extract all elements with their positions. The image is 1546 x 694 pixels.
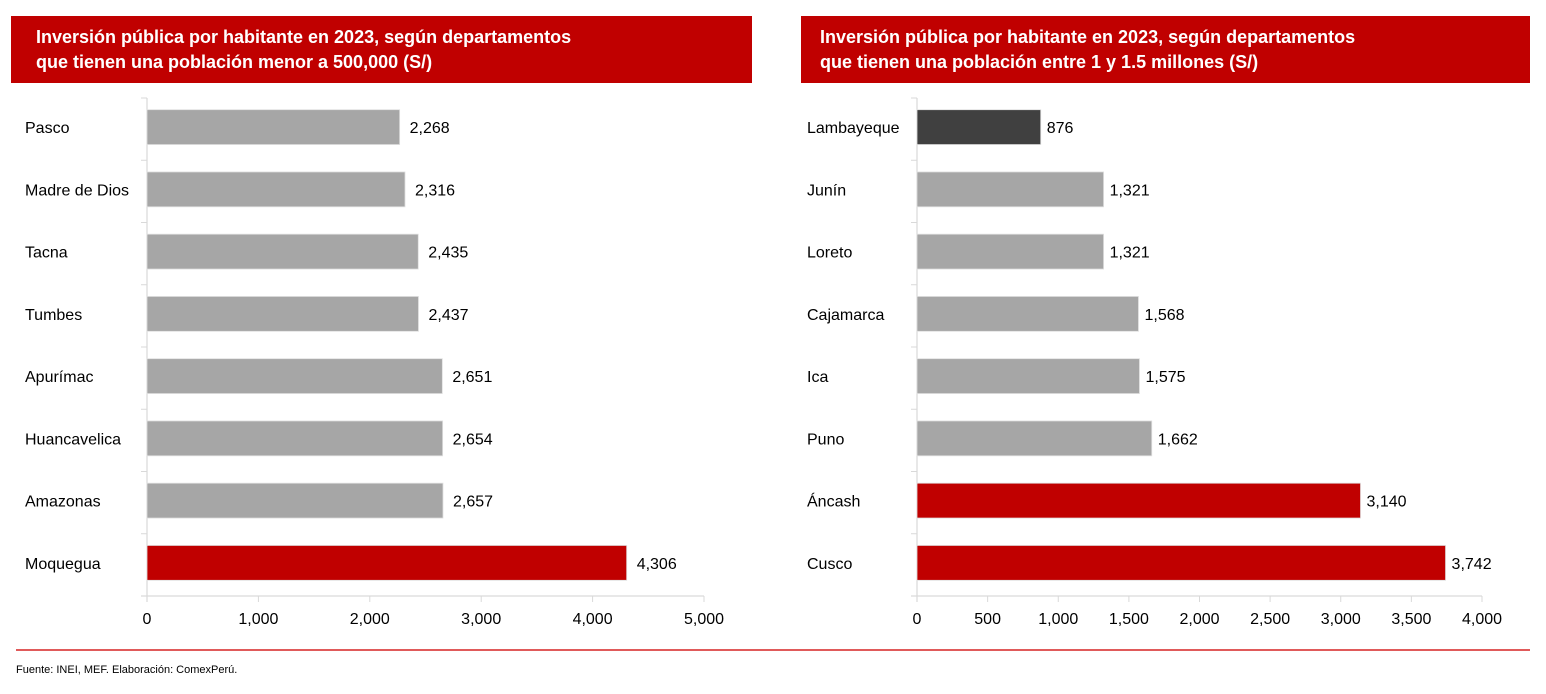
category-label: Moquegua — [25, 556, 101, 573]
category-label: Lambayeque — [807, 120, 900, 137]
x-tick-label: 1,500 — [1109, 611, 1149, 628]
bar — [916, 420, 1153, 457]
chart-title-banner-right: Inversión pública por habitante en 2023,… — [801, 16, 1530, 83]
data-label: 2,316 — [415, 182, 455, 199]
bar — [146, 296, 419, 332]
data-label: 2,435 — [428, 245, 468, 262]
x-tick-label: 2,000 — [350, 611, 390, 628]
data-label: 3,742 — [1452, 556, 1492, 573]
bar — [146, 545, 628, 581]
x-tick-label: 1,000 — [1038, 611, 1078, 628]
category-label: Pasco — [25, 120, 70, 137]
source-note: Fuente: INEI, MEF. Elaboración: ComexPer… — [16, 664, 238, 676]
category-label: Áncash — [807, 492, 860, 511]
bar — [916, 545, 1446, 581]
x-tick-label: 5,000 — [684, 611, 724, 628]
bar — [916, 109, 1042, 145]
x-tick-label: 500 — [974, 611, 1001, 628]
data-label: 1,321 — [1110, 182, 1150, 199]
x-tick-label: 3,000 — [1321, 611, 1361, 628]
bar — [916, 171, 1104, 208]
data-label: 1,568 — [1144, 307, 1184, 324]
footer-divider — [16, 649, 1530, 651]
chart-title-line: Inversión pública por habitante en 2023,… — [36, 27, 572, 47]
category-label: Junín — [807, 182, 846, 199]
bar — [916, 358, 1140, 394]
chart-title-line: que tienen una población entre 1 y 1.5 m… — [820, 52, 1259, 72]
x-tick-label: 4,000 — [1462, 611, 1502, 628]
x-tick-label: 2,000 — [1179, 611, 1219, 628]
category-label: Apurímac — [25, 369, 93, 386]
x-tick-label: 1,000 — [238, 611, 278, 628]
data-label: 876 — [1047, 120, 1074, 137]
x-tick-label: 3,500 — [1391, 611, 1431, 628]
data-label: 2,654 — [453, 431, 493, 448]
x-tick-label: 3,000 — [461, 611, 501, 628]
bar — [916, 482, 1361, 519]
x-tick-label: 0 — [913, 611, 922, 628]
category-label: Cusco — [807, 556, 852, 573]
x-tick-label: 2,500 — [1250, 611, 1290, 628]
bar — [146, 171, 406, 208]
bar — [146, 482, 444, 519]
category-label: Cajamarca — [807, 307, 884, 324]
category-label: Loreto — [807, 245, 852, 262]
data-label: 1,321 — [1110, 245, 1150, 262]
category-label: Puno — [807, 431, 844, 448]
category-label: Madre de Dios — [25, 182, 129, 199]
data-label: 2,657 — [453, 494, 493, 511]
category-label: Huancavelica — [25, 431, 121, 448]
data-label: 4,306 — [637, 556, 677, 573]
bar — [916, 296, 1139, 332]
bar — [146, 109, 401, 145]
x-tick-label: 4,000 — [573, 611, 613, 628]
category-label: Tacna — [25, 245, 68, 262]
data-label: 2,268 — [410, 120, 450, 137]
data-label: 1,575 — [1145, 369, 1185, 386]
chart-title-line: Inversión pública por habitante en 2023,… — [820, 27, 1356, 47]
category-label: Ica — [807, 369, 828, 386]
bar — [916, 233, 1104, 270]
data-label: 3,140 — [1367, 494, 1407, 511]
category-label: Tumbes — [25, 307, 82, 324]
chart-title-line: que tienen una población menor a 500,000… — [36, 52, 433, 72]
category-label: Amazonas — [25, 494, 101, 511]
bar-chart-medium-population: 0 500 1,000 1,500 2,000 2,500 3,000 3,500 4,000 L… — [807, 97, 1502, 628]
bar-chart-small-population: 0 1,000 2,000 3,000 4,000 5,000 Pasco 2,268 Madr… — [25, 97, 724, 628]
bar — [146, 233, 419, 270]
bar — [146, 420, 444, 457]
bar — [146, 358, 443, 394]
chart-title-banner-left: Inversión pública por habitante en 2023,… — [11, 16, 752, 83]
x-tick-label: 0 — [143, 611, 152, 628]
data-label: 1,662 — [1158, 431, 1198, 448]
data-label: 2,437 — [428, 307, 468, 324]
data-label: 2,651 — [452, 369, 492, 386]
